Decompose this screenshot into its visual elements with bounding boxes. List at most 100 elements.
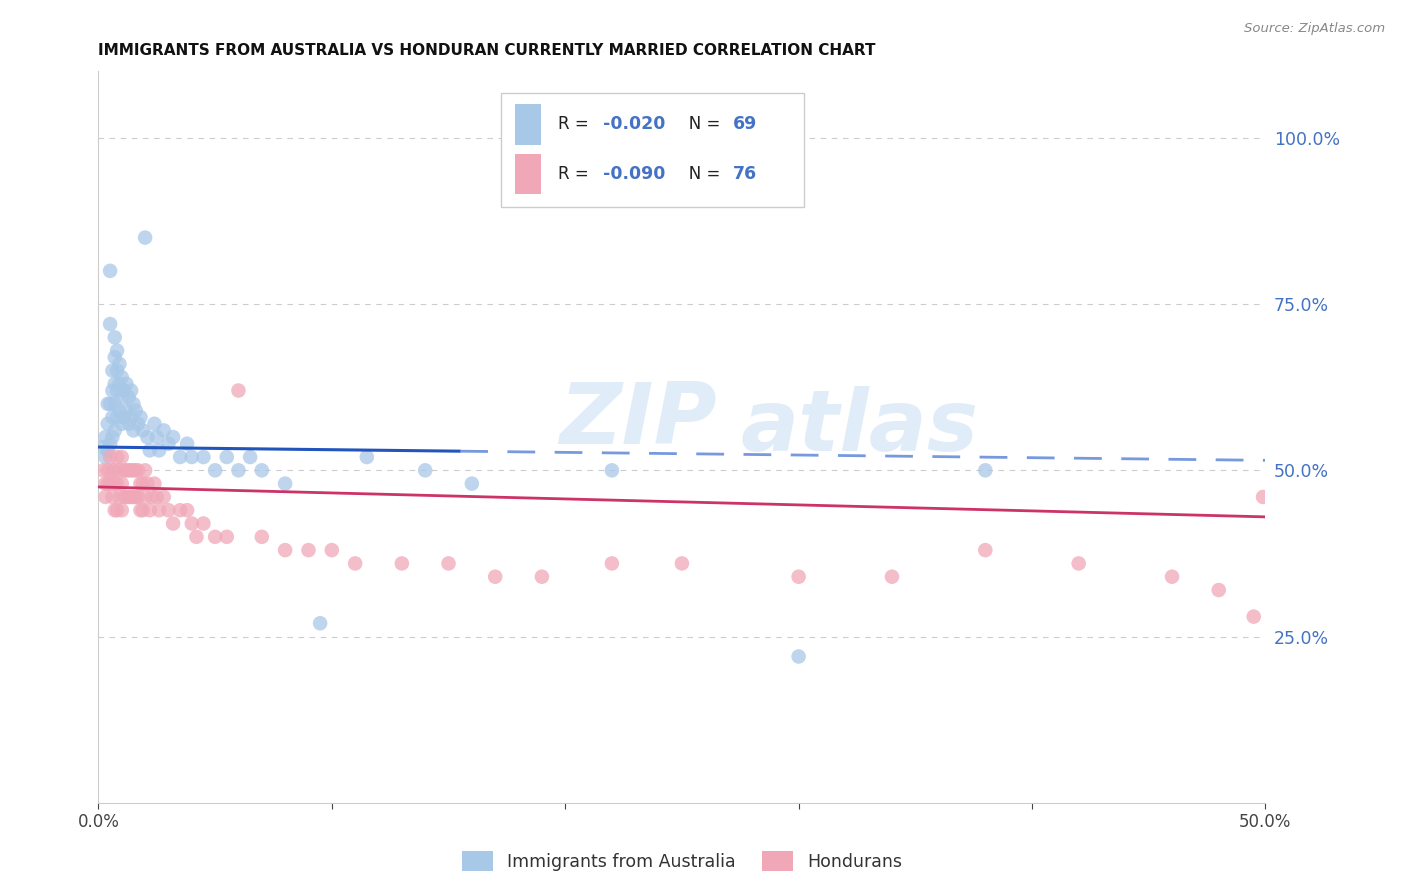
- Point: [104, 351, 127, 365]
- Point: [215, 450, 238, 464]
- Point: [437, 557, 460, 571]
- Point: [239, 450, 262, 464]
- Point: [228, 384, 250, 398]
- Point: [105, 363, 128, 377]
- Point: [129, 476, 152, 491]
- Point: [104, 476, 127, 491]
- Text: N =: N =: [672, 115, 725, 133]
- Point: [112, 384, 135, 398]
- Point: [787, 570, 810, 584]
- Point: [125, 403, 148, 417]
- Point: [108, 463, 131, 477]
- Point: [115, 463, 138, 477]
- Point: [125, 490, 148, 504]
- Point: [228, 463, 250, 477]
- Text: IMMIGRANTS FROM AUSTRALIA VS HONDURAN CURRENTLY MARRIED CORRELATION CHART: IMMIGRANTS FROM AUSTRALIA VS HONDURAN CU…: [98, 43, 876, 58]
- Point: [309, 616, 332, 631]
- Point: [111, 390, 134, 404]
- Point: [105, 476, 128, 491]
- Point: [104, 330, 127, 344]
- Point: [112, 463, 135, 477]
- Point: [148, 503, 170, 517]
- Point: [104, 376, 127, 391]
- Point: [105, 343, 128, 358]
- Point: [120, 410, 142, 425]
- Point: [111, 503, 134, 517]
- Point: [162, 430, 184, 444]
- Point: [97, 443, 120, 458]
- Point: [1251, 490, 1274, 504]
- Point: [127, 463, 149, 477]
- Point: [974, 543, 997, 558]
- Point: [134, 490, 156, 504]
- Point: [152, 490, 174, 504]
- Point: [104, 503, 127, 517]
- Point: [101, 363, 124, 377]
- Point: [484, 570, 506, 584]
- Point: [122, 463, 145, 477]
- Point: [105, 450, 128, 464]
- Point: [127, 490, 149, 504]
- Point: [141, 490, 163, 504]
- Point: [97, 476, 120, 491]
- Point: [162, 516, 184, 531]
- Text: Source: ZipAtlas.com: Source: ZipAtlas.com: [1244, 22, 1385, 36]
- Point: [297, 543, 319, 558]
- Point: [250, 530, 273, 544]
- Text: 69: 69: [734, 115, 758, 133]
- FancyBboxPatch shape: [515, 104, 541, 145]
- Point: [461, 476, 484, 491]
- Point: [132, 476, 155, 491]
- Point: [115, 490, 138, 504]
- Point: [157, 436, 180, 450]
- Point: [204, 463, 226, 477]
- Point: [176, 503, 198, 517]
- Point: [250, 463, 273, 477]
- Point: [136, 476, 159, 491]
- Point: [180, 516, 202, 531]
- Point: [111, 370, 134, 384]
- Point: [108, 376, 131, 391]
- Point: [129, 410, 152, 425]
- Point: [129, 503, 152, 517]
- Text: N =: N =: [672, 165, 725, 183]
- Point: [321, 543, 343, 558]
- Point: [193, 450, 215, 464]
- FancyBboxPatch shape: [515, 154, 541, 194]
- Point: [101, 430, 124, 444]
- Point: [880, 570, 903, 584]
- Point: [115, 376, 138, 391]
- Point: [108, 403, 131, 417]
- Point: [94, 430, 117, 444]
- Point: [111, 476, 134, 491]
- Point: [115, 403, 138, 417]
- FancyBboxPatch shape: [501, 94, 804, 207]
- Text: -0.090: -0.090: [603, 165, 665, 183]
- Point: [98, 476, 121, 491]
- Point: [98, 397, 121, 411]
- Point: [120, 384, 142, 398]
- Point: [132, 503, 155, 517]
- Point: [118, 390, 141, 404]
- Point: [98, 264, 121, 278]
- Point: [118, 490, 141, 504]
- Point: [108, 490, 131, 504]
- Point: [1208, 582, 1230, 597]
- Point: [134, 230, 156, 244]
- Point: [391, 557, 413, 571]
- Point: [101, 410, 124, 425]
- Point: [134, 463, 156, 477]
- Point: [1067, 557, 1090, 571]
- Point: [139, 443, 162, 458]
- Point: [91, 440, 114, 454]
- Point: [274, 543, 297, 558]
- Point: [118, 463, 141, 477]
- Point: [193, 516, 215, 531]
- Point: [122, 424, 145, 438]
- Point: [215, 530, 238, 544]
- Point: [97, 417, 120, 431]
- Point: [94, 450, 117, 464]
- Point: [108, 357, 131, 371]
- Point: [1161, 570, 1184, 584]
- Point: [146, 490, 169, 504]
